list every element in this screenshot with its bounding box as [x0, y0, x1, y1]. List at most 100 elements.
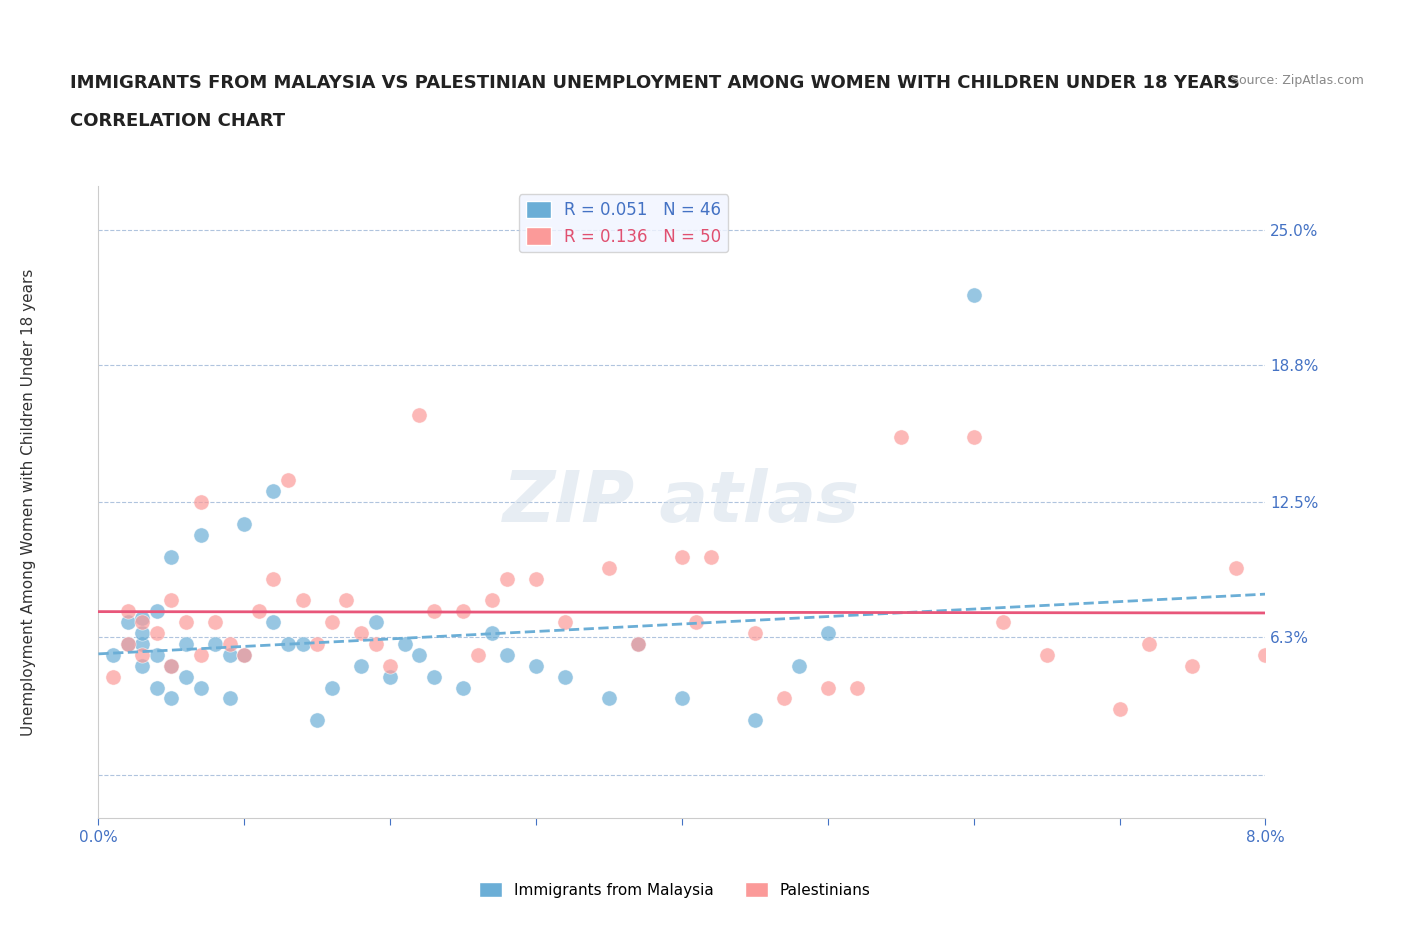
- Point: [190, 647, 212, 662]
- Point: [378, 670, 402, 684]
- Point: [451, 680, 474, 695]
- Point: [218, 636, 240, 651]
- Point: [817, 626, 839, 641]
- Text: CORRELATION CHART: CORRELATION CHART: [70, 112, 285, 129]
- Point: [291, 636, 314, 651]
- Point: [204, 615, 226, 630]
- Point: [233, 647, 256, 662]
- Point: [598, 691, 620, 706]
- Point: [1181, 658, 1204, 673]
- Point: [146, 626, 169, 641]
- Text: Source: ZipAtlas.com: Source: ZipAtlas.com: [1230, 74, 1364, 87]
- Point: [394, 636, 416, 651]
- Point: [307, 636, 329, 651]
- Point: [1108, 702, 1130, 717]
- Point: [773, 691, 796, 706]
- Point: [117, 615, 139, 630]
- Point: [962, 430, 984, 445]
- Point: [496, 647, 519, 662]
- Point: [1254, 647, 1277, 662]
- Point: [233, 516, 256, 531]
- Point: [247, 604, 270, 618]
- Point: [117, 604, 139, 618]
- Point: [190, 495, 212, 510]
- Point: [277, 473, 299, 488]
- Point: [1137, 636, 1160, 651]
- Point: [962, 287, 984, 302]
- Point: [160, 550, 183, 565]
- Point: [218, 691, 240, 706]
- Point: [364, 636, 387, 651]
- Legend: R = 0.051   N = 46, R = 0.136   N = 50: R = 0.051 N = 46, R = 0.136 N = 50: [519, 194, 728, 252]
- Text: Unemployment Among Women with Children Under 18 years: Unemployment Among Women with Children U…: [21, 269, 35, 736]
- Text: IMMIGRANTS FROM MALAYSIA VS PALESTINIAN UNEMPLOYMENT AMONG WOMEN WITH CHILDREN U: IMMIGRANTS FROM MALAYSIA VS PALESTINIAN …: [70, 74, 1240, 92]
- Point: [146, 680, 169, 695]
- Point: [190, 527, 212, 542]
- Point: [350, 658, 373, 673]
- Point: [277, 636, 299, 651]
- Point: [291, 593, 314, 608]
- Point: [350, 626, 373, 641]
- Point: [890, 430, 912, 445]
- Point: [627, 636, 650, 651]
- Point: [496, 571, 519, 586]
- Point: [554, 670, 576, 684]
- Point: [262, 484, 284, 498]
- Point: [131, 615, 153, 630]
- Point: [408, 407, 430, 422]
- Point: [467, 647, 489, 662]
- Point: [174, 636, 197, 651]
- Point: [451, 604, 474, 618]
- Point: [262, 615, 284, 630]
- Point: [423, 604, 446, 618]
- Point: [524, 658, 547, 673]
- Point: [671, 691, 693, 706]
- Point: [131, 636, 153, 651]
- Point: [160, 658, 183, 673]
- Point: [481, 593, 503, 608]
- Point: [991, 615, 1014, 630]
- Point: [131, 658, 153, 673]
- Point: [744, 626, 766, 641]
- Point: [131, 626, 153, 641]
- Point: [190, 680, 212, 695]
- Point: [174, 670, 197, 684]
- Point: [131, 647, 153, 662]
- Point: [671, 550, 693, 565]
- Point: [1035, 647, 1057, 662]
- Legend: Immigrants from Malaysia, Palestinians: Immigrants from Malaysia, Palestinians: [472, 875, 877, 904]
- Point: [204, 636, 226, 651]
- Point: [307, 712, 329, 727]
- Point: [174, 615, 197, 630]
- Point: [524, 571, 547, 586]
- Point: [160, 658, 183, 673]
- Point: [117, 636, 139, 651]
- Point: [146, 647, 169, 662]
- Point: [131, 610, 153, 625]
- Point: [262, 571, 284, 586]
- Point: [1225, 560, 1247, 575]
- Point: [817, 680, 839, 695]
- Point: [321, 615, 343, 630]
- Point: [101, 670, 124, 684]
- Point: [160, 593, 183, 608]
- Point: [627, 636, 650, 651]
- Point: [233, 647, 256, 662]
- Point: [321, 680, 343, 695]
- Point: [378, 658, 402, 673]
- Point: [554, 615, 576, 630]
- Point: [218, 647, 240, 662]
- Point: [700, 550, 723, 565]
- Point: [160, 691, 183, 706]
- Point: [335, 593, 357, 608]
- Point: [744, 712, 766, 727]
- Point: [846, 680, 869, 695]
- Point: [685, 615, 707, 630]
- Text: ZIP atlas: ZIP atlas: [503, 468, 860, 537]
- Point: [146, 604, 169, 618]
- Point: [101, 647, 124, 662]
- Point: [117, 636, 139, 651]
- Point: [408, 647, 430, 662]
- Point: [364, 615, 387, 630]
- Point: [423, 670, 446, 684]
